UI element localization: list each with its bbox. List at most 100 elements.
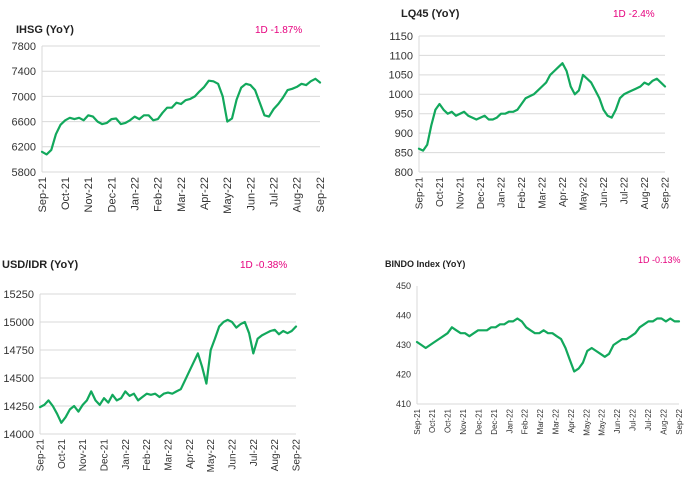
x-tick-label: Apr-22 [567,408,576,433]
x-tick-label: Aug-22 [292,177,304,212]
chart-title: IHSG (YoY) [16,24,74,36]
series-line [415,317,681,373]
x-tick-label: Jul-22 [269,177,281,207]
x-tick-label: Jun-22 [245,177,257,211]
x-tick-label: Oct-21 [444,408,453,433]
chart-bindo-svg: BINDO Index (YoY) 1D -0.13% 450 440 430 420… [385,255,684,436]
y-tick-label: 14750 [3,345,34,357]
chart-bindo: BINDO Index (YoY) 1D -0.13% 450 440 430 420… [345,244,690,488]
x-tick-label: Mar-22 [536,408,545,434]
x-tick-label: Sep-21 [37,177,49,212]
chart-badge: 1D -1.87% [255,25,302,36]
x-tick-label: Mar-22 [538,177,549,209]
x-tick-label: Mar-22 [552,408,561,434]
chart-lq45-svg: LQ45 (YoY) 1D -2.4% 1150 1100 1050 1000 950 9… [389,8,672,211]
x-tick-label: Apr-22 [185,439,196,469]
series-line [417,62,667,152]
series-line [38,318,298,424]
chart-ihsg-svg: IHSG (YoY) 1D -1.87% 7800 7400 7000 6600 620… [12,24,327,214]
chart-usdidr-svg: USD/IDR (YoY) 1D -0.38% 15250 15000 14750 1… [2,259,303,473]
x-tick-label: Sep-22 [661,177,672,210]
x-tick-label: May-22 [206,439,217,473]
y-tick-label: 420 [396,370,411,380]
x-tick-label: Apr-22 [199,177,211,210]
chart-title: USD/IDR (YoY) [2,259,79,271]
x-tick-label: Feb-22 [142,439,153,471]
y-tick-label: 440 [396,311,411,321]
y-tick-label: 5800 [12,167,36,179]
y-tick-label: 430 [396,340,411,350]
x-tick-label: Nov-21 [456,177,467,210]
x-tick-label: Jun-22 [228,439,239,470]
x-tick-label: Sep-21 [415,177,426,210]
x-tick-label: May-22 [582,408,591,435]
y-tick-label: 14500 [3,373,34,385]
x-tick-label: Jul-22 [644,408,653,430]
y-tick-label: 6600 [12,116,36,128]
y-tick-label: 7400 [12,66,36,78]
chart-ihsg: IHSG (YoY) 1D -1.87% 7800 7400 7000 6600 620… [0,0,345,244]
y-tick-label: 15250 [3,289,34,301]
x-tick-label: Nov-21 [78,439,89,472]
y-tick-label: 1050 [389,70,413,82]
x-tick-label: Aug-22 [270,439,281,472]
x-tick-label: Jun-22 [599,177,610,208]
chart-badge: 1D -0.38% [240,260,287,271]
y-tick-label: 14250 [3,401,34,413]
x-tick-label: Feb-22 [153,177,165,212]
y-tick-label: 14000 [3,429,34,441]
x-tick-label: Sep-22 [675,408,684,434]
x-tick-label: Dec-21 [106,177,118,212]
x-tick-label: Mar-22 [176,177,188,212]
x-tick-label: Sep-22 [315,177,327,212]
x-tick-label: Aug-22 [640,177,651,210]
x-tick-label: May-22 [579,177,590,211]
y-tick-label: 15000 [3,317,34,329]
x-tick-label: Jul-22 [620,177,631,205]
x-tick-label: Jul-22 [629,408,638,430]
x-tick-label: Dec-21 [100,439,111,472]
x-tick-label: Dec-21 [490,408,499,434]
x-tick-label: Jun-22 [613,408,622,433]
y-tick-label: 7000 [12,91,36,103]
x-tick-label: May-22 [222,177,234,214]
y-tick-label: 450 [396,281,411,291]
x-tick-label: Oct-21 [428,408,437,433]
y-tick-label: 1000 [389,89,413,101]
x-tick-label: Sep-21 [413,408,422,434]
x-tick-label: Jan-22 [121,439,132,470]
x-tick-label: Sep-22 [292,439,303,472]
chart-usdidr: USD/IDR (YoY) 1D -0.38% 15250 15000 14750 1… [0,244,345,488]
series-line [40,77,322,156]
x-tick-label: Oct-21 [57,439,68,469]
y-tick-label: 1100 [389,50,413,62]
x-tick-label: Jan-22 [505,408,514,433]
x-tick-label: Oct-21 [435,177,446,207]
y-tick-label: 800 [395,167,413,179]
x-tick-label: Nov-21 [459,408,468,434]
x-tick-label: Dec-21 [474,408,483,434]
x-tick-label: Feb-22 [521,408,530,434]
x-tick-label: Apr-22 [558,177,569,207]
y-tick-label: 950 [395,109,413,121]
x-tick-label: Jan-22 [130,177,142,211]
y-tick-label: 6200 [12,142,36,154]
chart-badge: 1D -2.4% [613,9,655,20]
y-tick-label: 850 [395,147,413,159]
x-tick-label: Jan-22 [497,177,508,208]
x-tick-label: Feb-22 [517,177,528,209]
x-tick-label: Nov-21 [83,177,95,212]
chart-title: LQ45 (YoY) [401,8,460,20]
x-tick-label: May-22 [598,408,607,435]
chart-badge: 1D -0.13% [638,255,681,265]
x-tick-label: Sep-21 [36,439,47,472]
chart-title: BINDO Index (YoY) [385,259,465,269]
y-tick-label: 7800 [12,41,36,53]
x-tick-label: Oct-21 [60,177,72,210]
x-tick-label: Aug-22 [659,408,668,434]
x-tick-label: Dec-21 [476,177,487,210]
chart-lq45: LQ45 (YoY) 1D -2.4% 1150 1100 1050 1000 950 9… [345,0,690,244]
y-tick-label: 410 [396,399,411,409]
x-tick-label: Mar-22 [164,439,175,471]
y-tick-label: 900 [395,128,413,140]
